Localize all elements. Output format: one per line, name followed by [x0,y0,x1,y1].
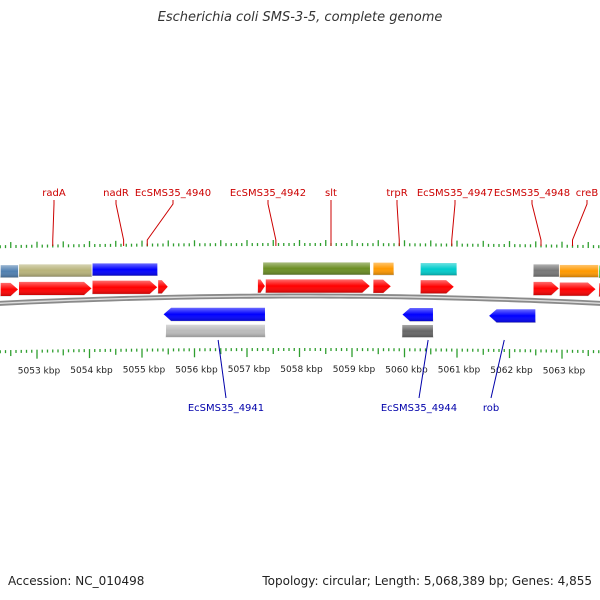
gene-gloss [92,262,158,276]
gene-gloss [165,324,266,338]
tick-label: 5063 kbp [543,367,586,377]
gene-gloss [559,264,599,278]
cds-gloss [401,307,434,322]
top-leader-line [531,200,542,246]
tick-label: 5056 kbp [175,365,218,375]
genome-summary: Topology: circular; Length: 5,068,389 bp… [262,574,592,588]
top-leader-line [396,200,400,246]
gene-label-top[interactable]: trpR [386,188,407,199]
gene-gloss [533,263,560,277]
bottom-leader-line [217,339,227,399]
gene-gloss [373,262,394,276]
gene-gloss [262,262,371,276]
cds-gloss [373,279,392,294]
cds-gloss [420,279,455,294]
gene-label-bottom[interactable]: EcSMS35_4941 [188,403,264,414]
cds-gloss [157,279,169,294]
top-leader-line [267,200,277,246]
tick-label: 5062 kbp [490,366,533,376]
top-leader-line [572,200,588,246]
gene-label-top[interactable]: EcSMS35_4940 [135,188,211,199]
cds-gloss [18,281,93,296]
backbone-inner [0,295,600,305]
cds-gloss [0,282,19,297]
top-leader-line [115,200,125,246]
tick-label: 5059 kbp [333,365,376,375]
gene-label-top[interactable]: creB [576,188,599,199]
cds-gloss [92,280,158,295]
gene-label-top[interactable]: slt [325,188,337,199]
gene-label-top[interactable]: radA [42,188,66,199]
cds-gloss [488,308,536,323]
cds-gloss [559,282,597,297]
gene-label-top[interactable]: EcSMS35_4948 [494,188,570,199]
gene-label-bottom[interactable]: EcSMS35_4944 [381,403,457,414]
gene-gloss [0,264,19,278]
tick-label: 5060 kbp [385,365,428,375]
cds-gloss [257,279,266,294]
tick-label: 5058 kbp [280,365,323,375]
gene-gloss [420,262,457,276]
gene-label-top[interactable]: nadR [103,188,129,199]
tick-label: 5061 kbp [438,366,481,376]
cds-gloss [533,281,560,296]
top-leader-line [146,200,174,246]
top-leader-line [451,200,456,246]
tick-label: 5057 kbp [228,365,271,375]
gene-label-top[interactable]: EcSMS35_4947 [417,188,493,199]
gene-gloss [401,324,434,338]
cds-gloss [265,279,371,294]
bottom-leader-line [490,339,505,399]
gene-label-top[interactable]: EcSMS35_4942 [230,188,306,199]
tick-label: 5054 kbp [70,366,113,376]
genome-title: Escherichia coli SMS-3-5, complete genom… [157,10,443,25]
cds-gloss [163,307,266,322]
bottom-leader-line [418,339,429,399]
accession-label: Accession: NC_010498 [8,574,145,588]
gene-label-bottom[interactable]: rob [483,403,499,414]
tick-label: 5053 kbp [18,367,61,377]
gene-gloss [598,265,600,279]
top-leader-line [52,200,55,246]
tick-label: 5055 kbp [123,366,166,376]
gene-gloss [18,263,93,277]
